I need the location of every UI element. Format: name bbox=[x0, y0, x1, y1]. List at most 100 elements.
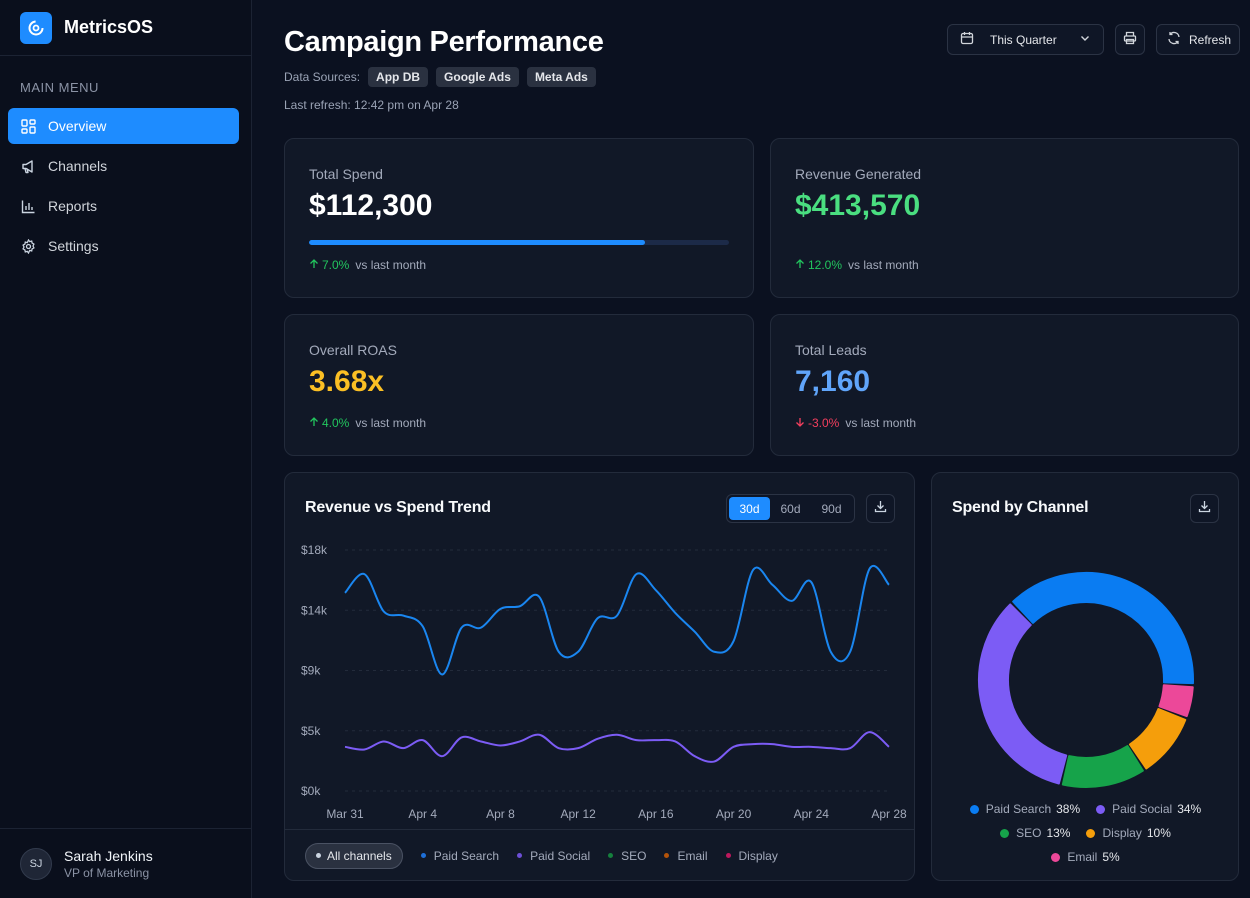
arrow-up-icon bbox=[309, 258, 319, 272]
y-tick-label: $5k bbox=[301, 724, 321, 738]
download-icon bbox=[1198, 500, 1211, 518]
filter-label: SEO bbox=[621, 848, 647, 863]
avatar: SJ bbox=[20, 847, 52, 880]
filter-display[interactable]: Display bbox=[725, 849, 778, 863]
series-line-2 bbox=[344, 731, 890, 763]
filter-paid-search[interactable]: Paid Search bbox=[420, 849, 499, 863]
legend-value: 38% bbox=[1056, 802, 1081, 816]
sidebar-item-overview[interactable]: Overview bbox=[8, 108, 239, 144]
kpi-delta-value: -3.0% bbox=[808, 416, 840, 430]
user-role: VP of Marketing bbox=[64, 865, 150, 880]
chevron-down-icon bbox=[1079, 32, 1091, 47]
kpi-delta-caption: vs last month bbox=[848, 258, 919, 272]
y-tick-label: $9k bbox=[301, 664, 321, 678]
legend-value: 34% bbox=[1177, 802, 1202, 816]
donut-download-button[interactable] bbox=[1190, 494, 1219, 523]
donut-slice-paid-social[interactable] bbox=[978, 603, 1068, 785]
donut-slice-display[interactable] bbox=[1128, 708, 1187, 770]
donut-slice-paid-search[interactable] bbox=[1012, 572, 1194, 685]
range-30d-button[interactable]: 30d bbox=[729, 497, 770, 520]
refresh-icon bbox=[1167, 31, 1181, 48]
dot-icon bbox=[517, 853, 523, 858]
trend-download-button[interactable] bbox=[866, 494, 895, 523]
filter-email[interactable]: Email bbox=[664, 849, 708, 863]
period-select[interactable]: This Quarter bbox=[947, 24, 1104, 55]
sidebar-item-channels[interactable]: Channels bbox=[8, 148, 239, 184]
donut-slice-email[interactable] bbox=[1158, 684, 1194, 718]
refresh-button[interactable]: Refresh bbox=[1156, 24, 1240, 55]
kpi-value: $112,300 bbox=[309, 189, 433, 222]
dot-icon bbox=[1051, 852, 1061, 862]
kpi-card-revenue: Revenue Generated $413,570 12.0% vs last… bbox=[770, 138, 1239, 298]
y-tick-label: $14k bbox=[301, 603, 328, 617]
filter-seo[interactable]: SEO bbox=[608, 849, 646, 863]
legend-label: Display bbox=[1102, 826, 1142, 840]
filter-label: All channels bbox=[327, 848, 392, 863]
trend-chart-card: Revenue vs Spend Trend 30d 60d 90d $0k $5… bbox=[284, 472, 915, 881]
spend-progress-bar bbox=[309, 240, 729, 245]
kpi-label: Total Spend bbox=[309, 166, 383, 182]
filter-label: Paid Social bbox=[530, 848, 591, 863]
spend-donut-chart bbox=[978, 572, 1194, 788]
legend-value: 10% bbox=[1146, 826, 1171, 840]
filter-all-channels[interactable]: All channels bbox=[305, 842, 403, 869]
sidebar-item-label: Reports bbox=[48, 198, 98, 214]
legend-value: 13% bbox=[1046, 826, 1071, 840]
brand-logo-icon bbox=[20, 11, 52, 44]
megaphone-icon bbox=[20, 158, 36, 174]
kpi-value: 3.68x bbox=[309, 365, 385, 398]
y-tick-label: $0k bbox=[301, 784, 321, 798]
sidebar-item-settings[interactable]: Settings bbox=[8, 228, 239, 264]
kpi-delta: -3.0% vs last month bbox=[795, 416, 916, 430]
kpi-delta-value: 12.0% bbox=[808, 258, 843, 272]
dot-icon bbox=[1000, 828, 1010, 838]
kpi-delta-value: 4.0% bbox=[322, 416, 350, 430]
brand[interactable]: MetricsOS bbox=[0, 0, 251, 56]
arrow-down-icon bbox=[795, 416, 805, 430]
donut-chart-title: Spend by Channel bbox=[952, 499, 1089, 516]
user-profile[interactable]: SJ Sarah Jenkins VP of Marketing bbox=[0, 828, 251, 898]
sidebar-item-reports[interactable]: Reports bbox=[8, 188, 239, 224]
filter-paid-social[interactable]: Paid Social bbox=[517, 849, 590, 863]
kpi-value: $413,570 bbox=[795, 189, 921, 222]
kpi-label: Total Leads bbox=[795, 342, 867, 358]
x-tick-label: Apr 24 bbox=[794, 807, 830, 821]
kpi-delta: 12.0% vs last month bbox=[795, 258, 919, 272]
legend-seo: SEO 13% bbox=[1000, 826, 1070, 840]
legend-label: SEO bbox=[1016, 826, 1042, 840]
calendar-icon bbox=[960, 31, 974, 48]
print-button[interactable] bbox=[1115, 24, 1145, 55]
x-tick-label: Apr 8 bbox=[486, 807, 515, 821]
spend-by-channel-card: Spend by Channel Paid Search 38% Paid So… bbox=[931, 472, 1239, 881]
x-tick-label: Apr 12 bbox=[560, 807, 596, 821]
last-refresh-text: Last refresh: 12:42 pm on Apr 28 bbox=[284, 98, 459, 112]
donut-legend: Paid Search 38% Paid Social 34% SEO 13% … bbox=[932, 802, 1239, 874]
kpi-delta: 4.0% vs last month bbox=[309, 416, 426, 430]
kpi-value: 7,160 bbox=[795, 365, 871, 398]
x-tick-label: Apr 16 bbox=[638, 807, 674, 821]
data-sources-label: Data Sources: bbox=[284, 70, 361, 84]
source-chip: Meta Ads bbox=[526, 67, 596, 87]
dot-icon bbox=[725, 853, 731, 858]
kpi-card-leads: Total Leads 7,160 -3.0% vs last month bbox=[770, 314, 1239, 456]
sidebar-item-label: Channels bbox=[48, 158, 108, 174]
gear-icon bbox=[20, 238, 36, 254]
dot-icon bbox=[608, 853, 614, 858]
kpi-delta: 7.0% vs last month bbox=[309, 258, 426, 272]
dot-icon bbox=[969, 804, 979, 814]
range-60d-button[interactable]: 60d bbox=[780, 501, 801, 516]
dot-icon bbox=[1086, 828, 1096, 838]
kpi-card-roas: Overall ROAS 3.68x 4.0% vs last month bbox=[284, 314, 754, 456]
dot-icon bbox=[1096, 804, 1106, 814]
download-icon bbox=[874, 500, 887, 518]
donut-slice-seo[interactable] bbox=[1061, 745, 1144, 788]
user-name: Sarah Jenkins bbox=[64, 847, 153, 864]
kpi-label: Revenue Generated bbox=[795, 166, 922, 182]
x-tick-label: Apr 4 bbox=[408, 807, 437, 821]
app-name: MetricsOS bbox=[64, 17, 154, 37]
range-90d-button[interactable]: 90d bbox=[821, 501, 842, 516]
legend-email: Email 5% bbox=[1051, 850, 1120, 864]
trend-chart-title: Revenue vs Spend Trend bbox=[305, 499, 491, 516]
page-title: Campaign Performance bbox=[284, 26, 604, 58]
legend-label: Paid Social bbox=[1112, 802, 1173, 816]
